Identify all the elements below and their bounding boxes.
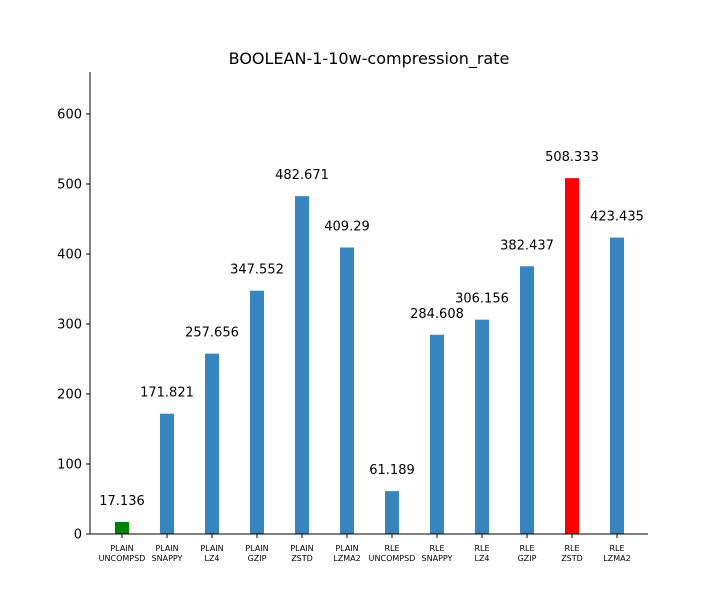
x-tick-label-compression: UNCOMPSD [99,554,146,563]
x-tick-label-compression: ZSTD [291,554,313,563]
x-tick-label-encoding: PLAIN [155,544,178,553]
x-tick-label-encoding: PLAIN [290,544,313,553]
y-tick-label: 500 [57,178,82,193]
bar-value-label: 17.136 [99,494,145,509]
y-tick-label: 600 [57,108,82,123]
bar-value-label: 482.671 [275,168,329,183]
bar [115,522,129,534]
bar [520,266,534,534]
bar-value-label: 61.189 [369,463,415,478]
x-tick-label-compression: ZSTD [561,554,583,563]
y-axis: 0 100 200 300 400 500 600 [57,72,91,543]
x-tick-label-compression: LZMA2 [603,554,630,563]
bar [385,491,399,534]
bar [340,247,354,534]
x-tick-label-encoding: PLAIN [200,544,223,553]
x-tick-label-encoding: RLE [519,544,534,553]
y-tick-label: 200 [57,388,82,403]
bar-value-label: 423.435 [590,210,644,225]
x-tick-label-compression: GZIP [248,554,267,563]
x-tick-label-compression: SNAPPY [422,554,453,563]
bar [430,334,444,534]
x-axis: PLAINUNCOMPSDPLAINSNAPPYPLAINLZ4PLAINGZI… [90,533,648,563]
x-tick-label-encoding: RLE [429,544,444,553]
y-tick-label: 0 [74,528,82,543]
bar [205,353,219,534]
bar-value-label: 284.608 [410,307,464,322]
x-tick-label-compression: UNCOMPSD [369,554,416,563]
bar [250,290,264,534]
bar-value-labels: 17.136 171.821 257.656 347.552 482.671 409.29… [99,150,644,509]
x-tick-label-encoding: RLE [384,544,399,553]
x-tick-label-encoding: RLE [609,544,624,553]
bar-value-label: 382.437 [500,238,554,253]
bar [475,319,489,534]
y-tick-label: 300 [57,318,82,333]
x-tick-label-encoding: PLAIN [245,544,268,553]
x-tick-label-encoding: PLAIN [110,544,133,553]
bar-value-label: 306.156 [455,292,509,307]
bar-value-label: 508.333 [545,150,599,165]
x-tick-label-encoding: RLE [474,544,489,553]
bar-value-label: 347.552 [230,263,284,278]
bars [115,178,624,534]
y-tick-label: 100 [57,458,82,473]
x-tick-label-compression: LZMA2 [333,554,360,563]
x-tick-label-encoding: RLE [564,544,579,553]
x-tick-label-compression: LZ4 [474,554,489,563]
x-tick-label-compression: GZIP [518,554,537,563]
chart-title: BOOLEAN-1-10w-compression_rate [229,49,510,69]
bar-value-label: 257.656 [185,326,239,341]
x-tick-label-encoding: PLAIN [335,544,358,553]
x-tick-label-compression: SNAPPY [152,554,183,563]
bar [160,413,174,534]
bar [610,237,624,534]
bar-value-label: 409.29 [324,219,370,234]
y-tick-label: 400 [57,248,82,263]
bar [565,178,579,534]
x-tick-label-compression: LZ4 [204,554,219,563]
bar [295,196,309,534]
bar-value-label: 171.821 [140,386,194,401]
